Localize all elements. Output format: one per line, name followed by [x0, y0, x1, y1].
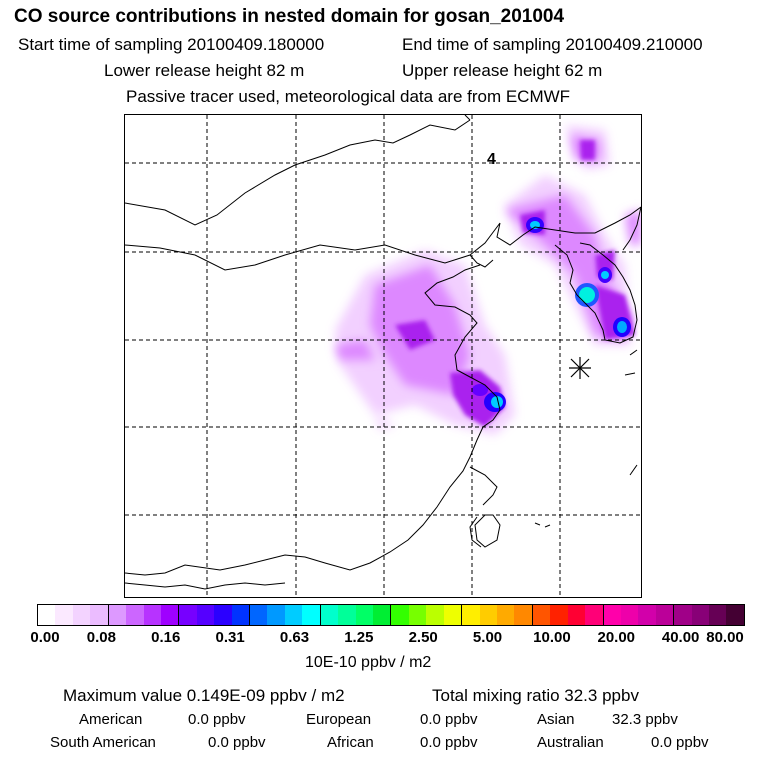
lower-height-label: Lower release height 82 m — [104, 61, 305, 80]
colorbar-cell — [107, 605, 127, 625]
source-value: 0.0 ppbv — [420, 734, 478, 751]
source-value: 0.0 ppbv — [651, 734, 709, 751]
colorbar-tick-label: 0.08 — [86, 629, 116, 646]
colorbar-cell — [567, 605, 586, 625]
colorbar-tick-label: 0.16 — [151, 629, 181, 646]
coastlines — [125, 115, 641, 590]
colorbar-tick-label: 0.31 — [215, 629, 245, 646]
source-value: 0.0 ppbv — [420, 711, 478, 728]
colorbar-tick-label: 0.00 — [30, 629, 60, 646]
colorbar-cell — [602, 605, 621, 625]
colorbar-tick-label: 20.00 — [597, 629, 636, 646]
colorbar-cell — [655, 605, 674, 625]
chart-title: CO source contributions in nested domain… — [14, 6, 565, 27]
colorbar-cell — [267, 605, 285, 625]
colorbar-cell — [355, 605, 374, 625]
source-name: European — [306, 711, 372, 728]
colorbar-cell — [90, 605, 108, 625]
colorbar-tick-label: 1.25 — [344, 629, 374, 646]
map-panel: 4 — [124, 114, 642, 598]
colorbar — [37, 604, 745, 626]
colorbar-cell — [426, 605, 444, 625]
source-name: American — [79, 711, 143, 728]
source-value: 32.3 ppbv — [612, 711, 678, 728]
map-canvas — [125, 115, 641, 597]
colorbar-cell — [72, 605, 91, 625]
grid-lines — [125, 115, 641, 597]
colorbar-cell — [319, 605, 339, 625]
max-value-label: Maximum value 0.149E-09 ppbv / m2 — [63, 686, 345, 705]
colorbar-cell — [143, 605, 161, 625]
colorbar-cell — [196, 605, 215, 625]
colorbar-tick-label: 80.00 — [706, 629, 744, 646]
colorbar-tick-label: 2.50 — [408, 629, 438, 646]
colorbar-cell — [461, 605, 480, 625]
colorbar-cell — [514, 605, 532, 625]
source-value: 0.0 ppbv — [188, 711, 246, 728]
source-name: African — [327, 734, 374, 751]
colorbar-cell — [160, 605, 179, 625]
colorbar-cell — [178, 605, 197, 625]
map-label: 4 — [487, 151, 496, 168]
colorbar-cell — [531, 605, 551, 625]
colorbar-tick-label: 10.00 — [533, 629, 571, 646]
colorbar-cell — [373, 605, 391, 625]
colorbar-cell — [673, 605, 692, 625]
source-name: Asian — [537, 711, 575, 728]
colorbar-cell — [249, 605, 268, 625]
colorbar-cell — [38, 605, 56, 625]
colorbar-cell — [479, 605, 497, 625]
colorbar-cell — [585, 605, 603, 625]
colorbar-units: 10E-10 ppbv / m2 — [305, 654, 432, 671]
upper-height-label: Upper release height 62 m — [402, 61, 603, 80]
colorbar-cell — [620, 605, 639, 625]
colorbar-cell — [726, 605, 744, 625]
colorbar-cell — [496, 605, 515, 625]
colorbar-cell — [390, 605, 409, 625]
tracer-note: Passive tracer used, meteorological data… — [126, 87, 571, 106]
total-mixing-label: Total mixing ratio 32.3 ppbv — [432, 686, 639, 705]
colorbar-cell — [691, 605, 710, 625]
colorbar-cell — [550, 605, 568, 625]
colorbar-tick-label: 5.00 — [472, 629, 503, 646]
colorbar-cell — [55, 605, 73, 625]
colorbar-ticks: 0.00 0.08 0.16 0.31 0.63 1.25 2.50 5.00 10.00 20.… — [0, 629, 768, 649]
colorbar-cell — [284, 605, 303, 625]
colorbar-cell — [709, 605, 727, 625]
source-name: Australian — [537, 734, 604, 751]
colorbar-cell — [302, 605, 320, 625]
colorbar-cell — [126, 605, 144, 625]
end-time-label: End time of sampling 20100409.210000 — [402, 35, 703, 54]
colorbar-cell — [638, 605, 656, 625]
source-value: 0.0 ppbv — [208, 734, 266, 751]
colorbar-cell — [408, 605, 427, 625]
plume-cores — [472, 217, 631, 412]
start-time-label: Start time of sampling 20100409.180000 — [18, 35, 325, 54]
colorbar-cell — [338, 605, 356, 625]
source-name: South American — [50, 734, 156, 751]
colorbar-tick-label: 0.63 — [279, 629, 310, 646]
colorbar-cell — [231, 605, 250, 625]
asterisk-icon — [569, 357, 591, 379]
colorbar-cell — [214, 605, 232, 625]
colorbar-tick-label: 40.00 — [661, 629, 700, 646]
colorbar-cell — [443, 605, 462, 625]
